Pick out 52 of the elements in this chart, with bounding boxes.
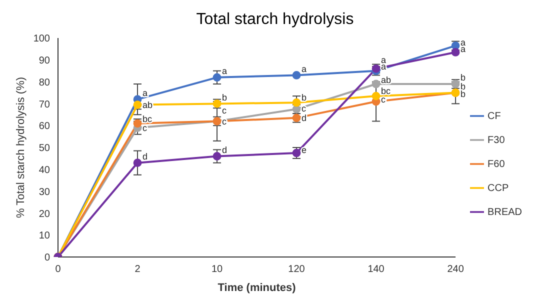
annotation: e xyxy=(302,144,307,155)
annotation: c xyxy=(142,122,148,133)
y-tick-label: 60 xyxy=(38,121,50,132)
annotation: a xyxy=(222,66,228,76)
x-tick-label: 140 xyxy=(368,264,385,276)
x-tick-label: 0 xyxy=(55,264,62,276)
annotation: ab xyxy=(381,74,392,85)
y-tick-label: 20 xyxy=(38,208,50,220)
y-tick-label: 30 xyxy=(38,186,50,198)
annotation: bc xyxy=(381,86,392,96)
annotation: a xyxy=(142,88,148,98)
y-tick-label: 70 xyxy=(38,99,50,110)
y-tick-label: 90 xyxy=(38,55,50,66)
point xyxy=(292,71,301,80)
point xyxy=(133,158,142,168)
y-tick-label: 40 xyxy=(38,164,50,176)
x-tick-label: 2 xyxy=(134,264,141,276)
legend-label: F60 xyxy=(488,158,505,170)
annotation: c xyxy=(302,103,307,114)
x-tick-label: 10 xyxy=(211,264,224,276)
legend-label: CF xyxy=(488,110,501,122)
annotation: b xyxy=(460,72,466,83)
y-tick-label: 80 xyxy=(38,77,50,88)
point xyxy=(451,48,460,56)
annotation: c xyxy=(222,116,228,126)
point xyxy=(292,98,301,107)
y-tick-label: 50 xyxy=(38,143,50,154)
x-tick-label: 240 xyxy=(447,264,464,276)
annotation: d xyxy=(222,144,228,155)
annotation: d xyxy=(142,151,148,162)
point xyxy=(372,80,380,88)
annotation: b xyxy=(222,92,228,102)
legend-label: BREAD xyxy=(488,206,522,218)
y-tick-label: 100 xyxy=(33,34,50,45)
x-tick-label: 120 xyxy=(288,264,306,276)
y-axis-title: % Total starch hydrolysis (%) xyxy=(14,76,27,218)
chart-title: Total starch hydrolysis xyxy=(195,10,355,30)
annotation: b xyxy=(460,89,466,100)
y-tick-label: 0 xyxy=(44,252,50,264)
y-tick-label: 10 xyxy=(38,230,50,242)
legend-label: CCP xyxy=(488,182,509,194)
annotation: bc xyxy=(142,114,153,124)
annotation: b xyxy=(302,92,307,102)
annotation: c xyxy=(222,105,228,116)
point xyxy=(212,152,222,160)
legend-label: F30 xyxy=(488,134,505,146)
point xyxy=(372,92,380,100)
point xyxy=(212,73,222,82)
annotation: a xyxy=(302,64,307,74)
x-axis-title: Time (minutes) xyxy=(218,282,296,294)
point xyxy=(133,119,142,128)
annotation: b xyxy=(460,81,466,92)
